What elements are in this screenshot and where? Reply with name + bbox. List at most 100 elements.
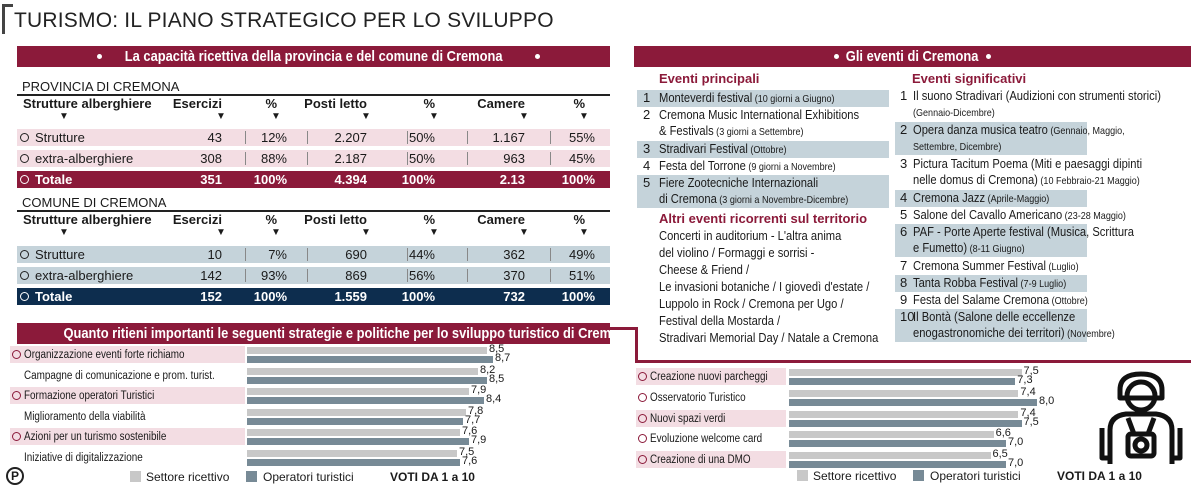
table-row: extra-alberghiere 142 93% 869 56% 370 51% bbox=[17, 267, 610, 284]
significant-event-item[interactable]: 10 Il Bontà (Salone delle eccellenze enoga… bbox=[895, 309, 1190, 342]
significant-event-item[interactable]: 7 Cremona Summer Festival (Luglio) bbox=[895, 258, 1190, 275]
event-line: nelle domus di Cremona) (10 Febbraio-21 … bbox=[913, 172, 1177, 189]
event-item[interactable]: 5 Fiere Zootecniche Internazionali di Crem… bbox=[637, 175, 889, 208]
significant-event-item[interactable]: 8 Tanta Robba Festival (7-9 Luglio) bbox=[895, 275, 1190, 292]
event-name: Il Bontà (Salone delle eccellenze bbox=[913, 309, 1076, 324]
cell-value: 88% bbox=[260, 151, 287, 166]
events-other-title: Altri eventi ricorrenti sul territorio bbox=[659, 211, 868, 226]
sort-arrow-icon[interactable]: ▼ bbox=[429, 111, 439, 122]
sort-arrow-icon[interactable]: ▼ bbox=[216, 227, 226, 238]
significant-event-item[interactable]: 5 Salone del Cavallo Americano (23-28 Mag… bbox=[895, 207, 1190, 224]
sort-arrow-icon[interactable]: ▼ bbox=[361, 111, 371, 122]
event-number: 2 bbox=[643, 107, 651, 122]
column-header-text: Esercizi bbox=[172, 96, 222, 111]
strategy-label-text: Formazione operatori Turistici bbox=[24, 390, 155, 402]
event-dates: (Novembre) bbox=[1064, 328, 1115, 340]
events-main-title: Eventi principali bbox=[659, 71, 760, 86]
radio-icon[interactable] bbox=[20, 271, 29, 280]
strategy-label-text-wrap: Azioni per un turismo sostenibile bbox=[24, 429, 190, 445]
sort-arrow-icon[interactable]: ▼ bbox=[579, 111, 589, 122]
event-line: e Fumetto) (8-11 Giugno) bbox=[913, 240, 1043, 257]
other-event-line: Le invasioni botaniche / I giovedì d'est… bbox=[659, 279, 904, 295]
sort-arrow-icon[interactable]: ▼ bbox=[519, 111, 529, 122]
significant-event-item[interactable]: 6 PAF - Porte Aperte festival (Musica, Sc… bbox=[895, 224, 1190, 257]
table-row: extra-alberghiere 308 88% 2.187 50% 963 45% bbox=[17, 150, 610, 167]
bar-operatori-turistici bbox=[789, 419, 1022, 427]
other-event-line: Luppolo in Rock / Cremona per Ugo / bbox=[659, 296, 874, 312]
row-fill bbox=[17, 150, 610, 167]
event-item[interactable]: 1 Monteverdi festival (10 giorni a Giugno… bbox=[637, 90, 889, 107]
sort-arrow-icon[interactable]: ▼ bbox=[216, 111, 226, 122]
radio-icon[interactable] bbox=[20, 175, 29, 184]
sort-arrow-icon[interactable]: ▼ bbox=[519, 227, 529, 238]
radio-icon[interactable] bbox=[20, 250, 29, 259]
event-number: 5 bbox=[643, 175, 651, 190]
significant-event-item[interactable]: 9 Festa del Salame Cremona (Ottobre) bbox=[895, 292, 1190, 309]
event-dates: (10 giorni a Giugno) bbox=[752, 93, 835, 105]
event-line: & Festivals (3 giorni a Settembre) bbox=[659, 123, 827, 140]
significant-event-item[interactable]: 2 Opera danza musica teatro (Gennaio, Mag… bbox=[895, 122, 1190, 155]
sort-arrow-icon[interactable]: ▼ bbox=[271, 227, 281, 238]
event-item[interactable]: 4 Festa del Torrone (9 giorni a Novembre) bbox=[637, 158, 889, 175]
strategy-label: Evoluzione welcome card bbox=[636, 430, 786, 447]
significant-event-item[interactable]: 4 Cremona Jazz (Aprile-Maggio) bbox=[895, 190, 1190, 207]
event-number: 5 bbox=[900, 207, 908, 222]
bar-settore-ricettivo bbox=[247, 429, 460, 436]
event-dates: (8-11 Giugno) bbox=[967, 243, 1025, 255]
cell-divider bbox=[245, 131, 246, 144]
cell-divider bbox=[307, 269, 308, 282]
cell-value: 869 bbox=[345, 268, 367, 283]
event-text-wrap: Cremona Music International Exhibitions bbox=[659, 107, 859, 124]
table-header-row: Strutture alberghiere ▼ Esercizi ▼% ▼ Posti l… bbox=[17, 96, 610, 126]
event-text-wrap: Cremona Jazz (Aprile-Maggio) bbox=[913, 190, 1049, 207]
strategy-label: Formazione operatori Turistici bbox=[10, 387, 245, 404]
cell-value: 44% bbox=[408, 247, 435, 262]
bullet-icon bbox=[638, 434, 647, 444]
significant-event-item[interactable]: 3 Pictura Tacitum Poema (Miti e paesaggi … bbox=[895, 156, 1190, 189]
radio-icon[interactable] bbox=[20, 133, 29, 142]
row-name: extra-alberghiere bbox=[35, 268, 134, 283]
legend-label-operatori: Operatori turistici bbox=[263, 470, 354, 484]
bar-settore-ricettivo bbox=[789, 389, 1019, 397]
cell-value: 963 bbox=[503, 151, 525, 166]
event-text-wrap: nelle domus di Cremona) (10 Febbraio-21 … bbox=[913, 172, 1140, 189]
strategy-label-text: Miglioramento della viabilità bbox=[24, 410, 146, 423]
sort-arrow-icon[interactable]: ▼ bbox=[361, 227, 371, 238]
significant-event-item[interactable]: 1 Il suono Stradivari (Audizioni con stru… bbox=[895, 88, 1190, 121]
other-event-line: Cheese & Friend / bbox=[659, 262, 764, 278]
sort-arrow-icon[interactable]: ▼ bbox=[59, 227, 69, 238]
publisher-logo: P bbox=[6, 467, 24, 485]
event-item[interactable]: 3 Stradivari Festival (Ottobre) bbox=[637, 141, 889, 158]
column-header: Camere bbox=[455, 96, 525, 111]
column-header-text: Strutture alberghiere bbox=[23, 96, 152, 111]
connector-line-v bbox=[635, 327, 638, 363]
event-number: 1 bbox=[643, 90, 651, 105]
sort-arrow-icon[interactable]: ▼ bbox=[59, 111, 69, 122]
bar-settore-ricettivo bbox=[247, 347, 487, 354]
sort-arrow-icon[interactable]: ▼ bbox=[271, 111, 281, 122]
radio-icon[interactable] bbox=[20, 154, 29, 163]
cell-value: 93% bbox=[260, 268, 287, 283]
sort-arrow-icon[interactable]: ▼ bbox=[429, 227, 439, 238]
cell-value: 55% bbox=[568, 130, 595, 145]
total-row: Totale 152 100% 1.559 100% 732 100% bbox=[17, 288, 610, 305]
cell-divider bbox=[467, 269, 468, 282]
table-row: Strutture 10 7% 690 44% 362 49% bbox=[17, 246, 610, 263]
radio-icon[interactable] bbox=[20, 292, 29, 301]
row-name: Strutture bbox=[35, 130, 85, 145]
section-label: PROVINCIA DI CREMONA bbox=[22, 79, 180, 94]
section-rule bbox=[17, 210, 610, 212]
cell-value: 732 bbox=[503, 289, 525, 304]
legend-votes: VOTI DA 1 a 10 bbox=[1057, 469, 1142, 483]
cell-divider bbox=[245, 152, 246, 165]
other-event-line: del violino / Formaggi e sorrisi - bbox=[659, 245, 840, 261]
sort-arrow-icon[interactable]: ▼ bbox=[579, 227, 589, 238]
event-dates: (Ottobre) bbox=[747, 144, 787, 156]
event-item[interactable]: 2 Cremona Music International Exhibitions… bbox=[637, 107, 889, 140]
strategy-label: Creazione di una DMO bbox=[636, 451, 786, 469]
bar-value-label: 8,5 bbox=[489, 343, 505, 355]
label-highlight bbox=[636, 409, 786, 427]
label-highlight bbox=[636, 451, 786, 469]
strategy-label: Creazione nuovi parcheggi bbox=[636, 368, 786, 385]
column-header-text: % bbox=[265, 212, 277, 227]
